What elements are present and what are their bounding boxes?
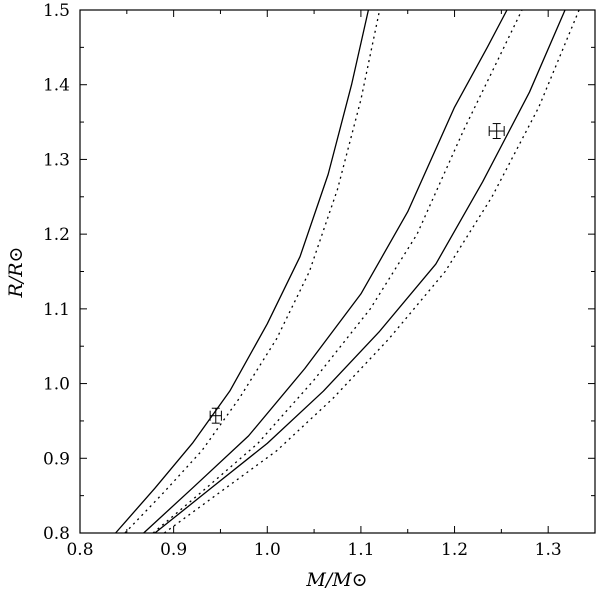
x-tick-label: 0.8	[66, 540, 93, 560]
data-point	[209, 407, 222, 424]
x-axis-label: M/M⊙	[305, 569, 367, 591]
x-tick-label: 0.9	[160, 540, 187, 560]
solid-track-line	[143, 9, 508, 534]
points-group	[209, 123, 505, 424]
y-tick-label: 1.1	[43, 300, 70, 320]
series-group	[115, 9, 580, 534]
x-tick-label: 1.2	[441, 540, 468, 560]
dotted-track-line	[163, 9, 580, 534]
y-tick-label: 0.8	[43, 524, 70, 544]
y-tick-label: 0.9	[43, 449, 70, 469]
x-tick-label: 1.3	[535, 540, 562, 560]
data-point	[488, 123, 505, 140]
dotted-track-line	[152, 9, 523, 534]
solid-track-line	[115, 9, 370, 534]
x-tick-label: 1.0	[254, 540, 281, 560]
plot-frame	[79, 9, 596, 534]
axis-ticks	[79, 9, 596, 534]
solid-track-line	[154, 9, 566, 534]
y-axis-label: R/R⊙	[5, 247, 27, 299]
y-tick-label: 1.2	[43, 225, 70, 245]
y-tick-label: 1.3	[43, 150, 70, 170]
y-tick-label: 1.0	[43, 375, 70, 395]
y-tick-label: 1.4	[43, 76, 70, 96]
x-tick-label: 1.1	[347, 540, 374, 560]
tick-labels: 0.8 0.9 1.0 1.1 1.2 1.3 0.8 0.9 1.0 1.1 1.2 1.3 1.4 1…	[43, 1, 562, 560]
y-tick-label: 1.5	[43, 1, 70, 21]
dotted-track-line	[124, 9, 381, 534]
